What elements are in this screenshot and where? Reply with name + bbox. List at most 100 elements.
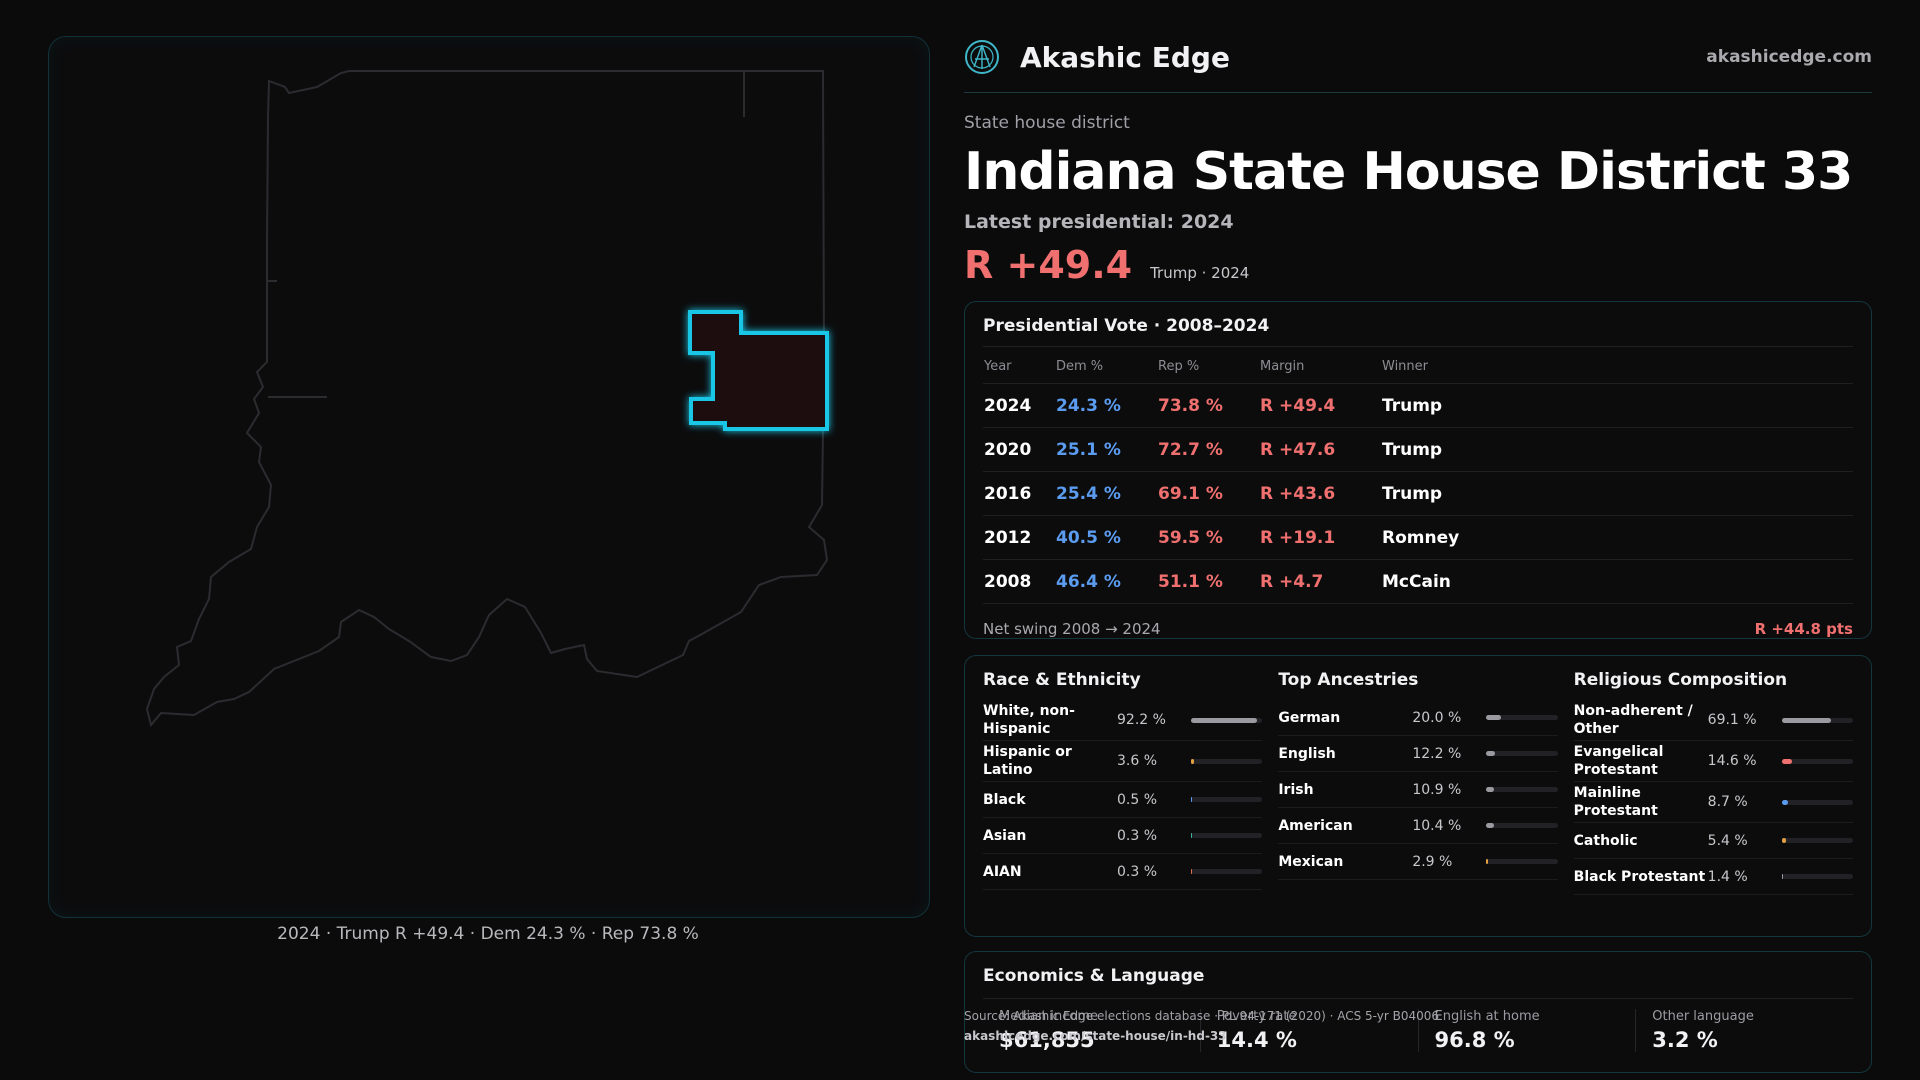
item-name: White, non-Hispanic (983, 703, 1075, 737)
list-item: English 12.2 % (1278, 736, 1558, 772)
district-profile: Akashic Edge akashicedge.com State house… (964, 36, 1872, 1073)
cell-winner: Trump (1381, 427, 1853, 472)
list-item: Hispanic or Latino 3.6 % (983, 741, 1263, 782)
table-row: 2008 46.4 % 51.1 % R +4.7 McCain (983, 559, 1853, 604)
presidential-vote-card: Presidential Vote · 2008–2024 Year Dem %… (964, 301, 1872, 639)
district-kind: State house district (964, 113, 1130, 133)
header-rep: Rep % (1157, 349, 1259, 384)
stat-poverty-rate: Poverty rate 14.4 % (1199, 1009, 1418, 1052)
race-ethnicity-section: Race & Ethnicity White, non-Hispanic 92.2… (983, 670, 1278, 922)
net-swing-value: R +44.8 pts (1754, 620, 1853, 638)
cell-margin: R +43.6 (1259, 471, 1381, 516)
cell-rep: 69.1 % (1157, 471, 1259, 516)
stat-value: 3.2 % (1652, 1028, 1718, 1052)
item-pct: 0.3 % (1117, 827, 1158, 844)
cell-margin: R +19.1 (1259, 515, 1381, 560)
cell-rep: 51.1 % (1157, 559, 1259, 604)
cell-dem: 25.1 % (1055, 427, 1157, 472)
item-name: Mexican (1278, 853, 1344, 870)
list-item: Catholic 5.4 % (1573, 823, 1853, 859)
bar-fill (1781, 874, 1783, 879)
stat-value: $61,855 (999, 1028, 1095, 1052)
stat-other-language: Other language 3.2 % (1635, 1009, 1853, 1052)
item-name: AIAN (983, 863, 1022, 880)
bar-fill (1781, 799, 1788, 805)
brand-name: Akashic Edge (1020, 40, 1230, 74)
bar-fill (1191, 717, 1257, 723)
bar-fill (1486, 787, 1495, 792)
cell-year: 2016 (983, 471, 1055, 516)
item-bar (1781, 758, 1853, 764)
item-name: American (1278, 817, 1353, 834)
list-item: Evangelical Protestant 14.6 % (1573, 741, 1853, 782)
source-url-link[interactable]: akashicedge.com/state-house/in-hd-33 (964, 1029, 1227, 1043)
stat-label: Median income (999, 1009, 1099, 1024)
bar-fill (1781, 717, 1831, 723)
list-item: Asian 0.3 % (983, 818, 1263, 854)
item-name: Black (983, 791, 1026, 808)
list-item: Black Protestant 1.4 % (1573, 859, 1853, 895)
item-pct: 5.4 % (1707, 832, 1748, 849)
item-pct: 12.2 % (1412, 745, 1462, 762)
item-pct: 0.5 % (1117, 791, 1158, 808)
cell-margin: R +4.7 (1259, 559, 1381, 604)
latest-presidential: Latest presidential: 2024 (964, 211, 1234, 233)
cell-year: 2008 (983, 559, 1055, 604)
stat-label: English at home (1434, 1009, 1540, 1024)
bar-fill (1486, 823, 1494, 828)
item-name: Black Protestant (1573, 868, 1706, 885)
bar-fill (1191, 758, 1194, 764)
list-item: German 20.0 % (1278, 700, 1558, 736)
district-map[interactable] (48, 36, 930, 918)
cell-year: 2020 (983, 427, 1055, 472)
source-line: Source: Akashic Edge elections database … (964, 1009, 1440, 1023)
item-pct: 0.3 % (1117, 863, 1158, 880)
bar-fill (1191, 869, 1193, 874)
stat-value: 96.8 % (1434, 1028, 1515, 1052)
cell-winner: McCain (1381, 559, 1853, 604)
net-swing-row: Net swing 2008 → 2024 R +44.8 pts (983, 620, 1853, 638)
cell-year: 2012 (983, 515, 1055, 560)
list-item: American 10.4 % (1278, 808, 1558, 844)
list-item: Irish 10.9 % (1278, 772, 1558, 808)
bar-fill (1781, 838, 1786, 843)
brand-header: Akashic Edge akashicedge.com (964, 36, 1872, 93)
item-name: Mainline Protestant (1573, 785, 1658, 819)
map-caption: 2024 · Trump R +49.4 · Dem 24.3 % · Rep … (277, 924, 699, 944)
item-bar (1486, 715, 1558, 720)
cell-margin: R +49.4 (1259, 383, 1381, 428)
item-bar (1781, 799, 1853, 805)
item-name: Irish (1278, 781, 1314, 798)
item-bar (1191, 833, 1263, 838)
cell-rep: 73.8 % (1157, 383, 1259, 428)
item-bar (1486, 787, 1558, 792)
item-name: Hispanic or Latino (983, 744, 1072, 778)
item-bar (1781, 874, 1853, 879)
bar-fill (1486, 859, 1489, 864)
cell-dem: 24.3 % (1055, 383, 1157, 428)
bar-fill (1191, 833, 1193, 838)
list-item: Mainline Protestant 8.7 % (1573, 782, 1853, 823)
religion-title: Religious Composition (1573, 670, 1788, 690)
table-row: 2020 25.1 % 72.7 % R +47.6 Trump (983, 427, 1853, 472)
item-bar (1486, 751, 1558, 756)
ancestry-title: Top Ancestries (1278, 670, 1419, 690)
item-pct: 14.6 % (1707, 753, 1757, 769)
cell-dem: 46.4 % (1055, 559, 1157, 604)
race-title: Race & Ethnicity (983, 670, 1141, 690)
source-note: Source: Akashic Edge elections database … (964, 1006, 1439, 1046)
bar-fill (1191, 797, 1193, 802)
economics-title: Economics & Language (983, 966, 1853, 999)
state-outline (145, 70, 829, 728)
bar-fill (1781, 758, 1793, 764)
brand-url-link[interactable]: akashicedge.com (1706, 47, 1872, 67)
item-pct: 10.4 % (1412, 817, 1462, 834)
district-33-shape[interactable] (688, 310, 829, 431)
item-name: Catholic (1573, 832, 1638, 849)
item-pct: 1.4 % (1707, 868, 1748, 885)
item-name: Non-adherent / Other (1573, 703, 1693, 737)
akashic-logo-icon (965, 40, 999, 74)
table-row: 2024 24.3 % 73.8 % R +49.4 Trump (983, 383, 1853, 428)
stat-value: 14.4 % (1216, 1028, 1297, 1052)
state-map-svg (145, 70, 829, 728)
